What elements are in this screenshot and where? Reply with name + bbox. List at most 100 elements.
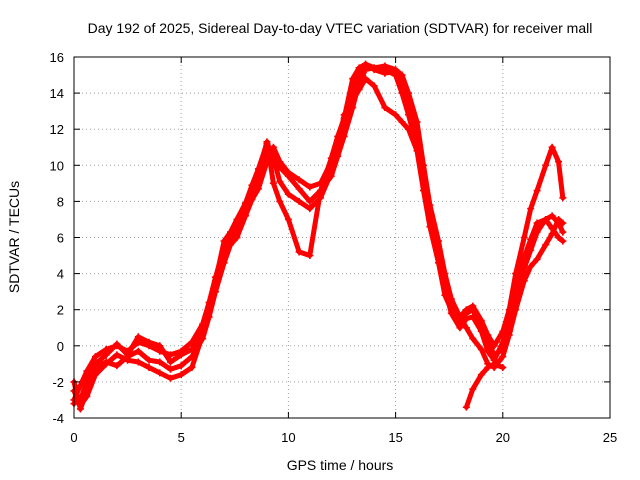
data-point xyxy=(145,356,153,364)
data-point xyxy=(124,351,132,359)
data-point xyxy=(284,172,292,180)
data-point xyxy=(469,385,477,393)
data-point xyxy=(477,317,485,325)
data-point xyxy=(306,252,314,260)
data-point xyxy=(419,161,427,169)
data-point xyxy=(490,342,498,350)
data-point xyxy=(156,369,164,377)
data-point xyxy=(306,197,314,205)
data-point xyxy=(559,219,567,227)
data-point xyxy=(559,228,567,236)
x-tick-label: 10 xyxy=(281,430,295,445)
x-tick-label: 0 xyxy=(70,430,77,445)
data-point xyxy=(220,237,228,245)
data-point xyxy=(134,333,142,341)
data-point xyxy=(327,154,335,162)
series-line xyxy=(71,65,566,403)
data-point xyxy=(559,194,567,202)
data-point xyxy=(102,358,110,366)
y-tick-label: -2 xyxy=(52,375,64,390)
x-tick-label: 15 xyxy=(388,430,402,445)
data-point xyxy=(477,371,485,379)
data-point xyxy=(441,270,449,278)
y-axis-label: SDTVAR / TECUs xyxy=(6,181,22,293)
x-axis-label: GPS time / hours xyxy=(287,457,394,473)
data-point xyxy=(83,367,91,375)
data-point xyxy=(362,75,370,83)
data-point xyxy=(113,362,121,370)
data-point xyxy=(499,363,507,371)
data-point xyxy=(499,353,507,361)
data-point xyxy=(254,185,262,193)
series-trace-4 xyxy=(70,60,567,408)
data-point xyxy=(426,201,434,209)
data-point xyxy=(542,241,550,249)
data-point xyxy=(462,403,470,411)
data-point xyxy=(555,158,563,166)
data-point xyxy=(145,338,153,346)
data-point xyxy=(233,234,241,241)
data-point xyxy=(505,306,513,314)
data-point xyxy=(233,215,241,223)
data-traces xyxy=(70,60,567,413)
data-point xyxy=(413,118,421,126)
data-point xyxy=(469,335,477,343)
data-point xyxy=(134,347,142,355)
data-point xyxy=(276,178,284,186)
data-point xyxy=(462,315,470,323)
data-point xyxy=(355,64,363,72)
data-point xyxy=(334,132,342,140)
data-point xyxy=(349,75,357,83)
y-tick-label: 6 xyxy=(57,231,64,246)
data-point xyxy=(520,277,528,285)
data-point xyxy=(317,187,325,195)
data-point xyxy=(505,331,513,339)
data-point xyxy=(91,360,99,368)
data-point xyxy=(166,358,174,366)
data-point xyxy=(490,360,498,368)
data-point xyxy=(542,215,550,223)
data-point xyxy=(548,212,556,220)
data-point xyxy=(355,85,363,93)
data-point xyxy=(477,345,485,353)
data-point xyxy=(533,255,541,263)
y-tick-label: 2 xyxy=(57,303,64,318)
data-point xyxy=(284,215,292,223)
data-point xyxy=(512,306,520,314)
data-point xyxy=(484,331,492,339)
data-point xyxy=(456,324,464,332)
data-point xyxy=(533,219,541,227)
data-point xyxy=(499,327,507,335)
data-point xyxy=(559,237,567,245)
data-point xyxy=(254,169,262,177)
data-point xyxy=(392,66,400,74)
data-point xyxy=(398,118,406,126)
data-point xyxy=(392,111,400,119)
data-point xyxy=(548,143,556,151)
data-point xyxy=(362,60,370,68)
y-tick-label: 14 xyxy=(50,86,64,101)
y-tick-label: 10 xyxy=(50,158,64,173)
data-point xyxy=(447,306,455,314)
data-point xyxy=(527,235,535,243)
data-point xyxy=(520,234,528,241)
data-point xyxy=(76,396,84,404)
data-point xyxy=(555,215,563,223)
x-tick-label: 25 xyxy=(603,430,617,445)
data-point xyxy=(295,248,303,256)
data-point xyxy=(188,363,196,371)
data-point xyxy=(462,324,470,332)
data-point xyxy=(199,327,207,335)
data-point xyxy=(340,114,348,122)
data-point xyxy=(426,223,434,231)
data-point xyxy=(398,89,406,97)
data-point xyxy=(76,382,84,390)
data-point xyxy=(276,197,284,205)
series-trace-5 xyxy=(462,360,507,411)
data-point xyxy=(548,230,556,238)
data-point xyxy=(469,302,477,310)
data-point xyxy=(484,363,492,371)
data-point xyxy=(512,270,520,278)
data-point xyxy=(555,234,563,241)
